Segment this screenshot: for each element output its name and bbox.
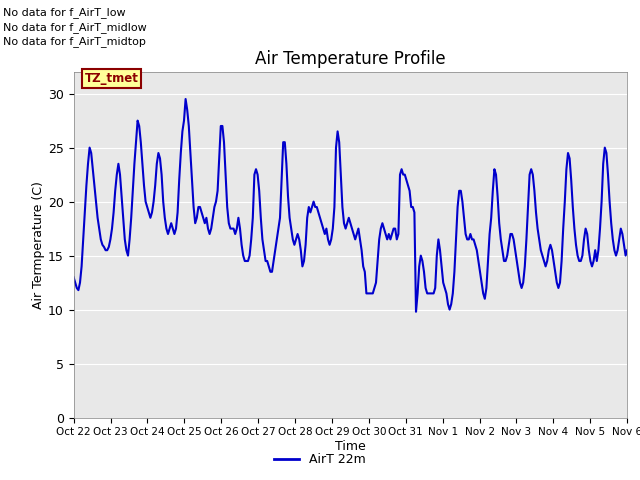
Title: Air Temperature Profile: Air Temperature Profile <box>255 49 445 68</box>
Y-axis label: Air Termperature (C): Air Termperature (C) <box>32 181 45 309</box>
X-axis label: Time: Time <box>335 440 366 453</box>
Text: No data for f_AirT_low: No data for f_AirT_low <box>3 7 126 18</box>
Text: TZ_tmet: TZ_tmet <box>84 72 138 85</box>
Text: No data for f_AirT_midtop: No data for f_AirT_midtop <box>3 36 146 47</box>
Text: No data for f_AirT_midlow: No data for f_AirT_midlow <box>3 22 147 33</box>
Legend: AirT 22m: AirT 22m <box>269 448 371 471</box>
